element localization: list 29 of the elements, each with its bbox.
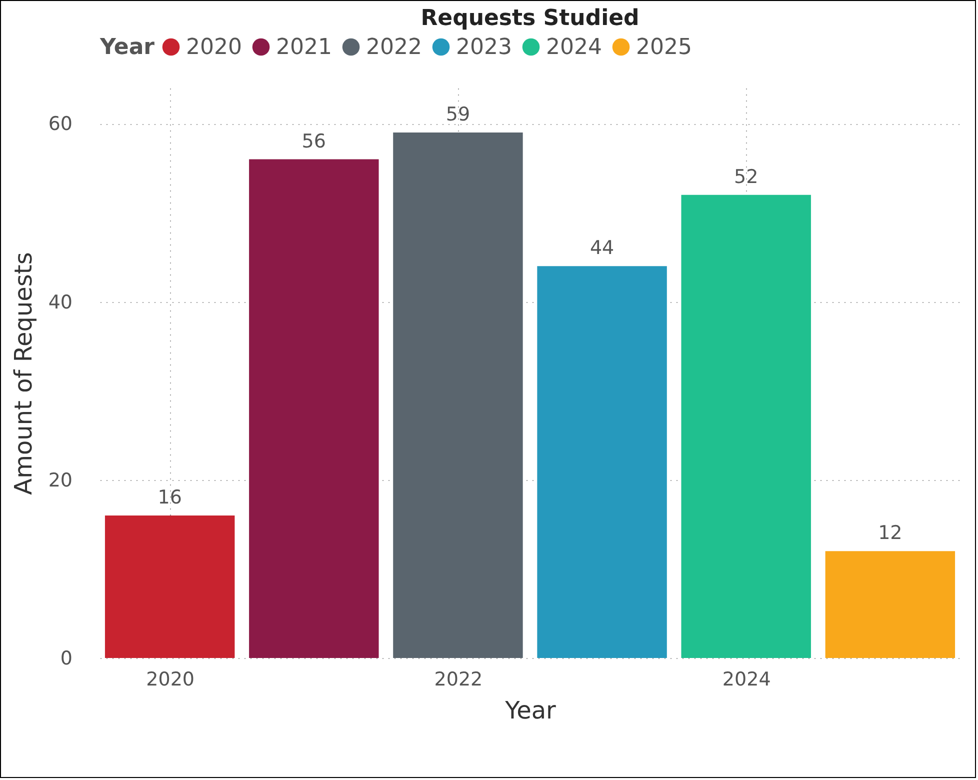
- data-label: 12: [878, 522, 902, 544]
- legend-title: Year: [99, 35, 155, 60]
- bar: [249, 159, 379, 658]
- bar: [825, 551, 956, 658]
- x-tick-label: 2022: [434, 668, 483, 690]
- x-axis-title: Year: [504, 696, 556, 724]
- x-tick-label: 2024: [722, 668, 771, 690]
- data-label: 59: [446, 104, 470, 126]
- x-tick-label: 2020: [146, 668, 195, 690]
- bar: [104, 516, 235, 658]
- legend-label: 2021: [276, 35, 332, 60]
- legend-label: 2020: [186, 35, 242, 60]
- y-axis-title: Amount of Requests: [9, 252, 38, 495]
- y-tick-label: 60: [48, 113, 72, 136]
- legend-label: 2025: [636, 35, 692, 60]
- bar: [393, 132, 523, 658]
- y-tick-label: 40: [48, 291, 72, 314]
- data-label: 56: [302, 130, 326, 152]
- data-label: 52: [734, 166, 758, 188]
- y-tick-label: 0: [60, 648, 72, 670]
- legend-label: 2022: [366, 35, 422, 60]
- y-tick-label: 20: [48, 469, 72, 492]
- legend-label: 2023: [456, 35, 512, 60]
- bar: [537, 266, 667, 658]
- chart-title: Requests Studied: [420, 6, 640, 31]
- legend-label: 2024: [546, 35, 602, 60]
- data-label: 44: [590, 237, 614, 260]
- data-label: 16: [158, 486, 182, 508]
- bar: [681, 194, 811, 658]
